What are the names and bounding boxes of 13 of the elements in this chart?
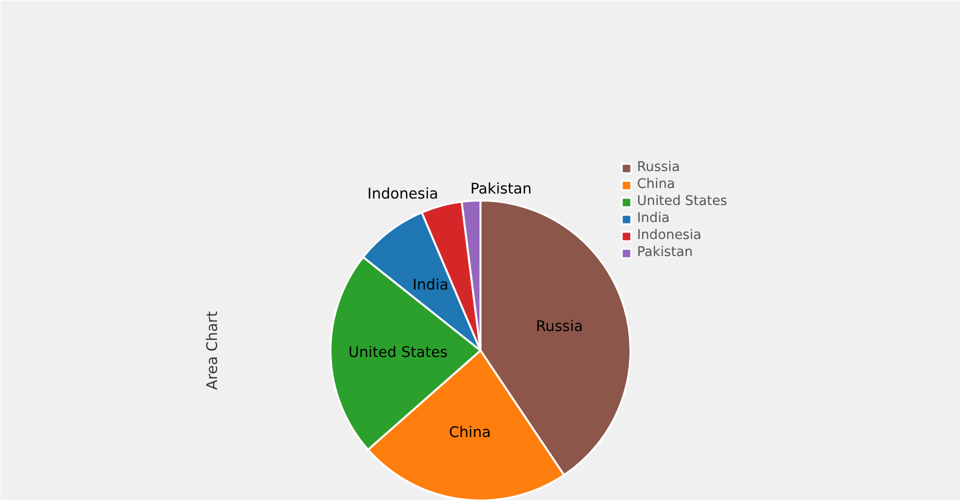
slice-label: India xyxy=(412,276,449,294)
legend-label: Pakistan xyxy=(637,245,693,260)
text: Area Chart xyxy=(204,310,221,390)
legend-label: United States xyxy=(637,194,728,209)
legend-label: India xyxy=(637,211,670,226)
slice-label: Indonesia xyxy=(367,186,438,203)
legend-label: China xyxy=(637,177,676,192)
slice-label: Russia xyxy=(536,318,583,335)
slice-label: Pakistan xyxy=(470,180,532,198)
slice-label: China xyxy=(448,424,491,441)
legend-label: Indonesia xyxy=(637,228,702,243)
legend-label: Russia xyxy=(637,160,680,175)
slice-label: United States xyxy=(348,344,448,362)
